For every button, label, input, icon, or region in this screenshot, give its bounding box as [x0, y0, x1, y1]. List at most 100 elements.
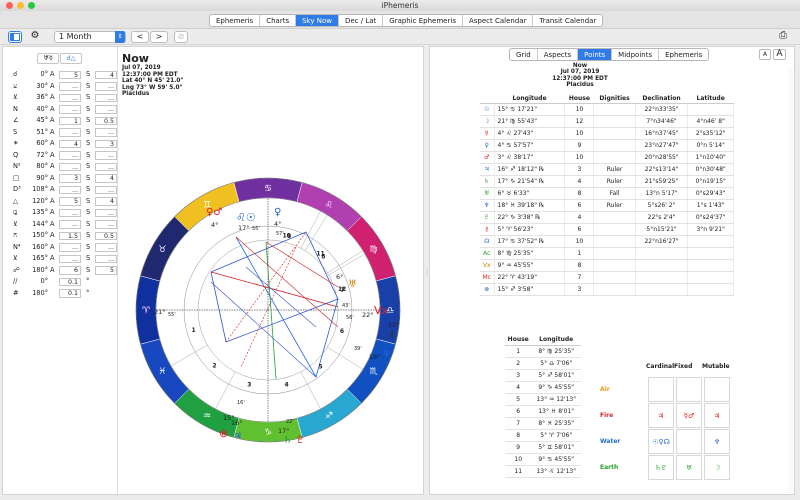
points-row[interactable]: ♅ 6° ♉ 6'33" 8 Fall 13°n 5'17" 0°s29'43" [480, 187, 734, 200]
prev-button[interactable]: < [131, 31, 149, 43]
splitter-handle[interactable]: ⋮ [424, 269, 430, 276]
house-row[interactable]: 7 8° ♓ 25'35" [505, 417, 581, 430]
points-row[interactable]: ☉ 15° ♋ 17'21" 10 22°n33'35" [480, 103, 734, 116]
house-row[interactable]: 1 8° ♍ 25'35" [505, 345, 581, 358]
separating-orb-field[interactable]: ... [95, 254, 117, 263]
tab-midpoints[interactable]: Midpoints [612, 49, 660, 60]
applying-orb-field[interactable]: ... [59, 128, 81, 137]
applying-orb-field[interactable]: 5 [59, 197, 81, 206]
planet-longitude: 15° ♋ 17'21" [494, 103, 566, 116]
gear-icon[interactable]: ⚙ [30, 30, 40, 41]
applying-orb-field[interactable]: 1 [59, 116, 81, 125]
separating-orb-field[interactable]: 4 [95, 197, 117, 206]
house-row[interactable]: 11 13° ♌ 12'13" [505, 465, 581, 478]
points-row[interactable]: Mc 22° ♈ 43'19" 7 [480, 271, 734, 284]
house-row[interactable]: 4 9° ♑ 45'55" [505, 381, 581, 394]
aspects-toggle-button[interactable]: ☌△ [60, 53, 82, 64]
separating-orb-field[interactable]: 4 [95, 174, 117, 183]
separating-orb-field[interactable]: ... [95, 162, 117, 171]
points-row[interactable]: ♇ 22° ♑ 3'38" ℞ 4 22°s 2'4" 0°s24'37" [480, 211, 734, 224]
applying-orb-field[interactable]: 0.1 [59, 277, 81, 286]
points-row[interactable]: ♂ 3° ♌ 38'17" 10 20°n28'55" 1°n10'40" [480, 151, 734, 164]
applying-orb-field[interactable]: 5 [59, 70, 81, 79]
tab-grid[interactable]: Grid [510, 49, 538, 60]
points-row[interactable]: ☿ 4° ♌ 27'43" 10 16°n37'45" 2°s35'12" [480, 127, 734, 140]
planet-latitude: 0°n 5'14" [687, 139, 734, 152]
applying-orb-field[interactable]: 3 [59, 174, 81, 183]
applying-orb-field[interactable]: ... [59, 185, 81, 194]
font-larger-button[interactable]: A [773, 49, 786, 60]
separating-orb-field[interactable]: 3 [95, 139, 117, 148]
separating-orb-field[interactable]: ... [95, 243, 117, 252]
applying-orb-field[interactable]: ... [59, 82, 81, 91]
applying-orb-field[interactable]: ... [59, 208, 81, 217]
period-select[interactable]: 1 Month ⇕ [54, 31, 126, 43]
modality-header: Fixed [674, 363, 693, 370]
zoom-window-button[interactable] [28, 2, 35, 9]
house-row[interactable]: 10 9° ♋ 45'55" [505, 453, 581, 466]
points-row[interactable]: Vx 9° ♒ 45'55" 8 [480, 259, 734, 272]
separating-orb-field[interactable]: 0.5 [95, 231, 117, 240]
tab-charts[interactable]: Charts [260, 15, 297, 26]
tab-sky-now[interactable]: Sky Now [296, 15, 339, 26]
house-row[interactable]: 2 5° ♎ 7'06" [505, 357, 581, 370]
separating-orb-field[interactable]: ... [95, 93, 117, 102]
separating-orb-field[interactable]: ... [95, 105, 117, 114]
applying-orb-field[interactable]: ... [59, 243, 81, 252]
applying-orb-field[interactable]: ... [59, 254, 81, 263]
points-row[interactable]: ♆ 18° ♓ 39'18" ℞ 6 Ruler 5°s26' 2" 1°s 1'43" [480, 199, 734, 212]
points-row[interactable]: ⚷ 5° ♈ 56'23" 6 5°n15'21" 3°n 9'21" [480, 223, 734, 236]
house-row[interactable]: 3 5° ♐ 58'01" [505, 369, 581, 382]
applying-orb-field[interactable]: 4 [59, 139, 81, 148]
separating-orb-field[interactable]: ... [95, 128, 117, 137]
minimize-window-button[interactable] [17, 2, 24, 9]
house-row[interactable]: 8 5° ♈ 7'06" [505, 429, 581, 442]
applying-orb-field[interactable]: 0.1 [59, 289, 81, 298]
applying-orb-field[interactable]: 6 [59, 266, 81, 275]
planets-toggle-button[interactable]: ♅☿ [37, 53, 59, 64]
applying-orb-field[interactable]: ... [59, 105, 81, 114]
applying-orb-field[interactable]: 1.5 [59, 231, 81, 240]
points-row[interactable]: ♄ 17° ♑ 21'54" ℞ 4 Ruler 21°s59'25" 0°n19'15" [480, 175, 734, 188]
separating-orb-field[interactable]: ... [95, 208, 117, 217]
points-row[interactable]: ♃ 16° ♐ 18'12" ℞ 3 Ruler 22°s13'14" 0°n30'48" [480, 163, 734, 176]
separating-orb-field[interactable]: 0.5 [95, 116, 117, 125]
tab-aspect-calendar[interactable]: Aspect Calendar [463, 15, 534, 26]
scrollbar[interactable] [788, 67, 793, 493]
separating-orb-field[interactable]: ... [95, 185, 117, 194]
tab-dec-lat[interactable]: Dec / Lat [339, 15, 384, 26]
house-row[interactable]: 6 13° ♓ 8'01" [505, 405, 581, 418]
aspect-degree: 0° [40, 70, 49, 78]
applying-orb-field[interactable]: ... [59, 220, 81, 229]
tab-graphic-ephemeris[interactable]: Graphic Ephemeris [383, 15, 463, 26]
separating-orb-field[interactable]: ... [95, 151, 117, 160]
chart-wheel[interactable]: ♋ ♌ ♍ ♎ ♏ ♐ ♑ ♒ ♓ ♈ ♉ ♊ ☽ 21° 55' [116, 117, 426, 477]
separating-orb-field[interactable]: ... [95, 82, 117, 91]
points-row[interactable]: ⊗ 15° ♐ 3'58" 3 [480, 283, 734, 296]
house-number: 1 [505, 345, 532, 358]
points-row[interactable]: ♀ 4° ♋ 57'57" 9 23°n27'47" 0°n 5'14" [480, 139, 734, 152]
next-button[interactable]: > [150, 31, 168, 43]
zodiac-sign-glyph: ♊ [203, 200, 211, 210]
tab-transit-calendar[interactable]: Transit Calendar [539, 17, 597, 25]
separating-orb-field[interactable]: ... [95, 220, 117, 229]
sidebar-toggle-icon[interactable] [8, 31, 22, 43]
applying-orb-field[interactable]: ... [59, 151, 81, 160]
tab-aspects[interactable]: Aspects [538, 49, 579, 60]
print-icon[interactable]: ⎙ [779, 30, 787, 41]
points-row[interactable]: ☽ 21° ♍ 55'43" 12 7°n34'46" 4°n46' 8" [480, 115, 734, 128]
tab-ephemeris[interactable]: Ephemeris [665, 51, 703, 59]
separating-orb-field[interactable]: 4 [95, 70, 117, 79]
points-row[interactable]: ☊ 17° ♋ 37'52" ℞ 10 22°n16'27" [480, 235, 734, 248]
applying-orb-field[interactable]: ... [59, 93, 81, 102]
house-row[interactable]: 5 13° ♒ 12'13" [505, 393, 581, 406]
applying-orb-field[interactable]: ... [59, 162, 81, 171]
separating-orb-field[interactable]: 5 [95, 266, 117, 275]
tab-ephemeris[interactable]: Ephemeris [210, 15, 261, 26]
tab-points[interactable]: Points [578, 49, 613, 60]
points-row[interactable]: Ac 8° ♍ 25'35" 1 [480, 247, 734, 260]
font-smaller-button[interactable]: A [759, 49, 771, 60]
close-window-button[interactable] [6, 2, 13, 9]
link-icon[interactable]: ⊘ [174, 31, 188, 43]
house-row[interactable]: 9 5° ♊ 58'01" [505, 441, 581, 454]
